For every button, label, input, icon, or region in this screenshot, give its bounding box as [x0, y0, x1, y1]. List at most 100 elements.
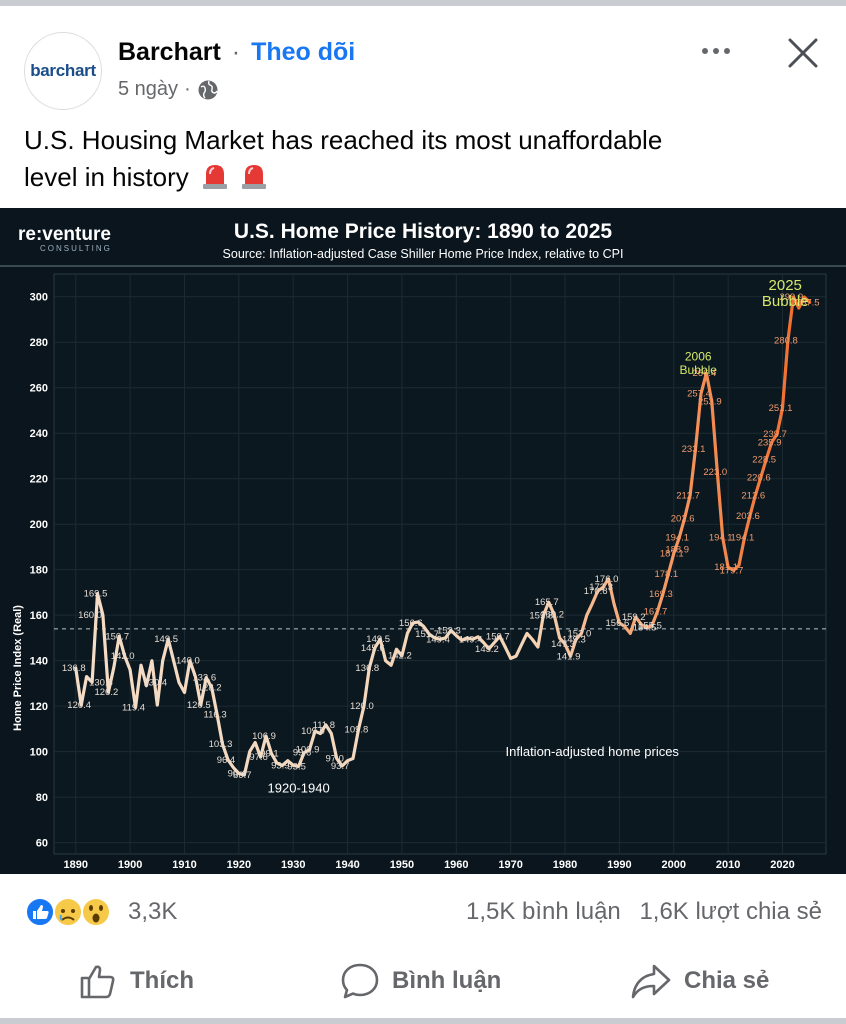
- data-label: 233.1: [682, 444, 706, 455]
- data-label: 120.0: [350, 701, 374, 712]
- data-label: 116.3: [204, 710, 227, 721]
- data-label: 126.2: [94, 687, 118, 698]
- data-label: 96.4: [217, 755, 236, 766]
- data-label: 172.3: [589, 582, 613, 593]
- data-label: 149.4: [426, 634, 450, 645]
- follow-button[interactable]: Theo dõi: [251, 38, 356, 66]
- post-text: U.S. Housing Market has reached its most…: [24, 122, 824, 196]
- data-label: 93.5: [287, 761, 306, 772]
- data-label: 141.9: [557, 651, 581, 662]
- data-label: 257.4: [687, 389, 711, 400]
- data-label: 251.1: [769, 403, 793, 414]
- data-label: 194.1: [731, 533, 755, 544]
- data-label: 153.3: [437, 625, 461, 636]
- y-tick-label: 140: [30, 656, 48, 668]
- share-button[interactable]: Chia sẻ: [630, 950, 769, 1012]
- y-tick-label: 300: [30, 292, 48, 304]
- data-label: 150.7: [105, 631, 129, 642]
- data-label: 179.7: [720, 565, 744, 576]
- more-dot: [713, 48, 719, 54]
- page-avatar[interactable]: barchart: [24, 32, 102, 110]
- police-light-emoji: [242, 165, 267, 189]
- comment-label: Bình luận: [392, 967, 502, 994]
- data-label: 93.7: [331, 761, 350, 772]
- data-label: 120.4: [67, 700, 91, 711]
- data-label: 170.6: [584, 586, 608, 597]
- data-label: 100.9: [296, 745, 320, 756]
- data-label: 160.0: [78, 610, 102, 621]
- data-label: 155.5: [638, 620, 662, 631]
- like-button[interactable]: Thích: [78, 950, 194, 1012]
- y-tick-label: 220: [30, 474, 48, 486]
- page-name-link[interactable]: Barchart: [118, 38, 221, 66]
- x-tick-label: 1890: [64, 859, 88, 871]
- post-text-line1: U.S. Housing Market has reached its most…: [24, 125, 663, 155]
- reaction-icons[interactable]: [24, 896, 120, 928]
- y-tick-labels: 60 80 100 120 140 160 180 200 220 240 260 280 300: [30, 292, 48, 850]
- data-label: 142.0: [111, 651, 135, 662]
- y-tick-label: 80: [36, 792, 48, 804]
- like-label: Thích: [130, 967, 194, 994]
- reactions-bar: 3,3K 1,5K bình luận 1,6K lượt chia sẻ: [0, 886, 846, 940]
- data-label: 228.5: [752, 454, 776, 465]
- avatar-logo-text: barchart: [30, 61, 96, 80]
- share-label: Chia sẻ: [684, 967, 770, 994]
- chart-title: U.S. Home Price History: 1890 to 2025: [234, 220, 612, 243]
- x-tick-label: 1920: [227, 859, 251, 871]
- data-label: 111.8: [313, 720, 335, 731]
- data-label: 156.6: [399, 618, 423, 629]
- data-label: 299.9: [779, 292, 803, 303]
- x-tick-label: 1950: [390, 859, 414, 871]
- data-label: 165.7: [535, 597, 559, 608]
- data-label: 159.2: [622, 612, 646, 623]
- data-label: 106.9: [252, 731, 276, 742]
- data-label: 223.0: [703, 467, 727, 478]
- data-label: 187.1: [660, 549, 684, 560]
- post-text-line2: level in history: [24, 162, 189, 192]
- chart-image[interactable]: re:venture CONSULTING U.S. Home Price Hi…: [0, 208, 846, 874]
- data-label: 132.6: [192, 672, 216, 683]
- data-label: 109.8: [345, 724, 369, 735]
- grid-lines: [54, 274, 826, 854]
- data-label: 149.4: [459, 634, 483, 645]
- x-tick-label: 1900: [118, 859, 142, 871]
- data-label: 136.8: [62, 663, 86, 674]
- speech-bubble-icon: [341, 963, 379, 999]
- data-label: 161.7: [644, 606, 668, 617]
- post-time[interactable]: 5 ngày: [118, 78, 179, 100]
- data-label: 212.7: [676, 490, 700, 501]
- data-label: 160.2: [540, 610, 564, 621]
- bottom-divider: [0, 1018, 846, 1024]
- sad-reaction-icon: [53, 897, 83, 927]
- data-label: 266.4: [693, 368, 717, 379]
- x-tick-label: 1970: [498, 859, 522, 871]
- data-label: 150.7: [486, 631, 510, 642]
- share-count[interactable]: 1,6K lượt chia sẻ: [639, 898, 822, 925]
- data-label: 130.5: [89, 677, 113, 688]
- data-label: 202.6: [671, 513, 695, 524]
- like-reaction-icon: [25, 897, 55, 927]
- x-tick-label: 1940: [335, 859, 359, 871]
- chart-annotation: Inflation-adjusted home prices: [506, 744, 680, 759]
- reaction-count[interactable]: 3,3K: [128, 898, 178, 925]
- post-header: barchart Barchart · Theo dõi 5 ngày ·: [0, 6, 846, 114]
- comment-button[interactable]: Bình luận: [340, 950, 501, 1012]
- data-label: 188.9: [665, 544, 689, 555]
- data-label: 154.5: [633, 623, 657, 634]
- close-icon[interactable]: [784, 34, 822, 72]
- x-tick-label: 1960: [444, 859, 468, 871]
- chart-annotation: 1920-1940: [268, 781, 330, 796]
- data-label: 169.5: [84, 589, 108, 600]
- data-label: 145.6: [361, 643, 385, 654]
- y-tick-label: 120: [30, 701, 48, 713]
- data-label: 145.2: [475, 644, 499, 655]
- chart-annotations: 1920-1940 Inflation-adjusted home prices 2…: [268, 277, 809, 796]
- thumbs-up-icon: [80, 965, 115, 999]
- share-arrow-icon: [631, 964, 671, 999]
- data-label: 151.7: [415, 629, 439, 640]
- y-tick-label: 260: [30, 383, 48, 395]
- x-tick-label: 1980: [553, 859, 577, 871]
- name-separator: ·: [231, 38, 241, 66]
- comment-count[interactable]: 1,5K bình luận: [465, 898, 621, 925]
- more-options-button[interactable]: [694, 36, 738, 66]
